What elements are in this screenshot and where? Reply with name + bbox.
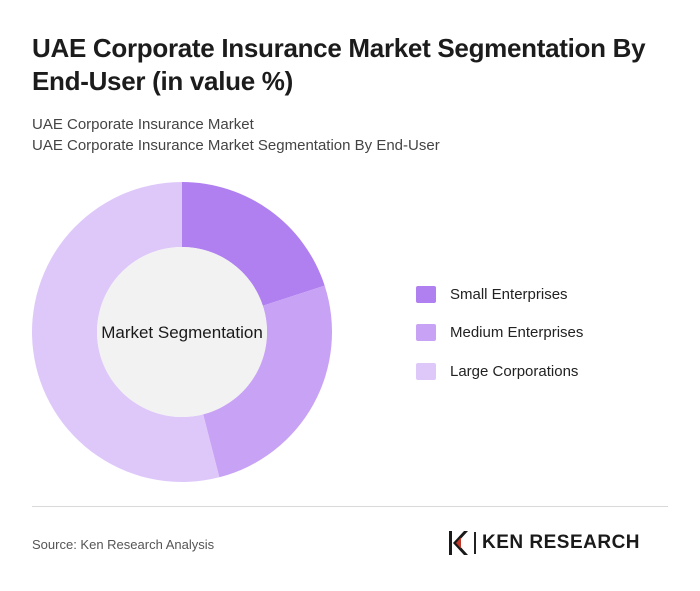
chart-legend: Small Enterprises Medium Enterprises Large…	[416, 284, 583, 400]
legend-label: Large Corporations	[450, 362, 579, 380]
chart-title: UAE Corporate Insurance Market Segmentat…	[32, 33, 646, 96]
ken-research-logo: KEN RESEARCH	[447, 530, 640, 556]
legend-item-small-enterprises: Small Enterprises	[416, 284, 583, 304]
subtitle-line-2: UAE Corporate Insurance Market Segmentat…	[32, 137, 440, 154]
footer-divider	[32, 506, 668, 507]
chart-subtitle: UAE Corporate Insurance Market UAE Corpo…	[32, 114, 672, 156]
source-note: Source: Ken Research Analysis	[32, 537, 215, 552]
legend-item-large-corporations: Large Corporations	[416, 361, 583, 381]
center-label: Market Segmentation	[101, 323, 263, 342]
subtitle-line-1: UAE Corporate Insurance Market	[32, 116, 254, 133]
legend-swatch	[416, 362, 436, 380]
donut-slice-large-corporations	[31, 182, 220, 482]
logo-text: KEN RESEARCH	[482, 532, 641, 553]
legend-label: Small Enterprises	[450, 285, 568, 303]
donut-slices	[31, 182, 332, 482]
legend-item-medium-enterprises: Medium Enterprises	[416, 323, 583, 343]
donut-slice-small-enterprises	[182, 182, 325, 306]
donut-hole	[97, 247, 267, 417]
donut-chart: Market Segmentation	[31, 182, 332, 482]
legend-swatch	[416, 285, 436, 303]
donut-slice-medium-enterprises	[203, 285, 332, 478]
logo-separator	[474, 532, 476, 554]
ken-research-logo-icon	[449, 531, 468, 555]
legend-swatch	[416, 324, 436, 341]
legend-label: Medium Enterprises	[450, 324, 584, 341]
